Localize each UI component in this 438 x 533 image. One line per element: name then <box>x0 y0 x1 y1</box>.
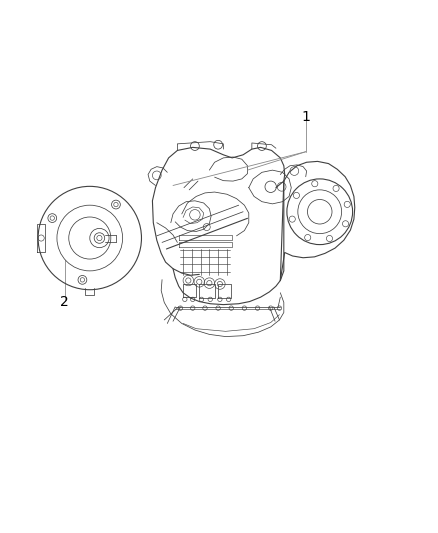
Text: 1: 1 <box>301 110 310 124</box>
Text: 2: 2 <box>60 295 69 310</box>
Circle shape <box>48 214 57 222</box>
Circle shape <box>78 276 87 284</box>
Circle shape <box>112 200 120 209</box>
